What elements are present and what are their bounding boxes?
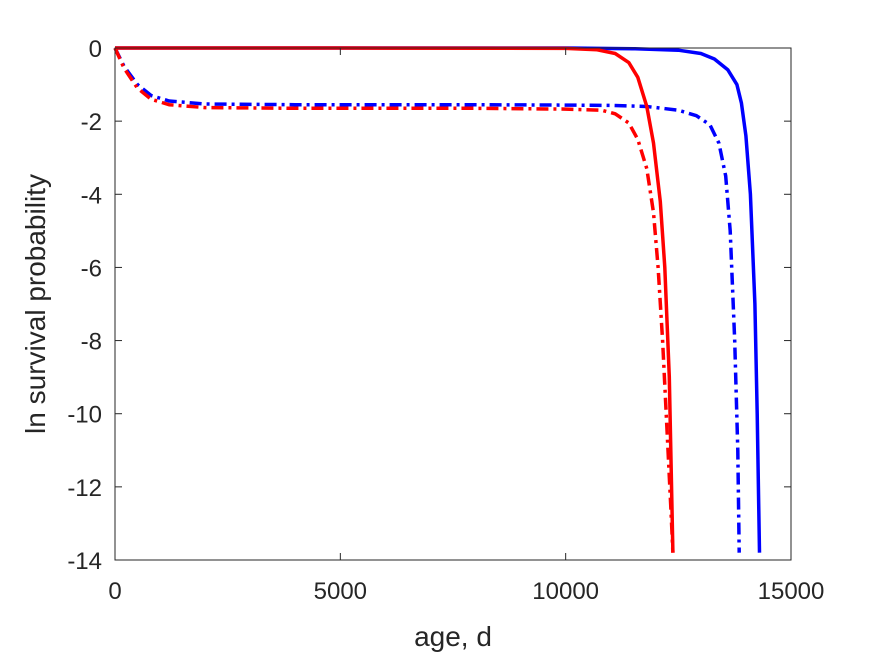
y-tick-label: -8	[81, 329, 102, 356]
y-tick-label: -14	[67, 548, 102, 575]
series-line-4	[113, 47, 675, 553]
tick-layer: 0 5000 10000 15000 0 -2 -4 -6 -8 -10 -12 -14	[67, 36, 824, 605]
y-tick-label: -4	[81, 182, 102, 209]
plot-frame	[114, 47, 792, 561]
x-tick-label: 15000	[758, 578, 825, 605]
plot-background	[115, 48, 791, 560]
y-tick-label: 0	[89, 36, 102, 63]
y-tick-label: -12	[67, 475, 102, 502]
x-axis-label: age, d	[414, 621, 492, 652]
y-tick-label: -6	[81, 255, 102, 282]
y-axis-label: ln survival probability	[20, 174, 51, 434]
y-tick-label: -10	[67, 402, 102, 429]
x-tick-label: 10000	[532, 578, 599, 605]
x-tick-label: 5000	[314, 578, 367, 605]
x-tick-label: 0	[108, 578, 121, 605]
y-tick-label: -2	[81, 109, 102, 136]
